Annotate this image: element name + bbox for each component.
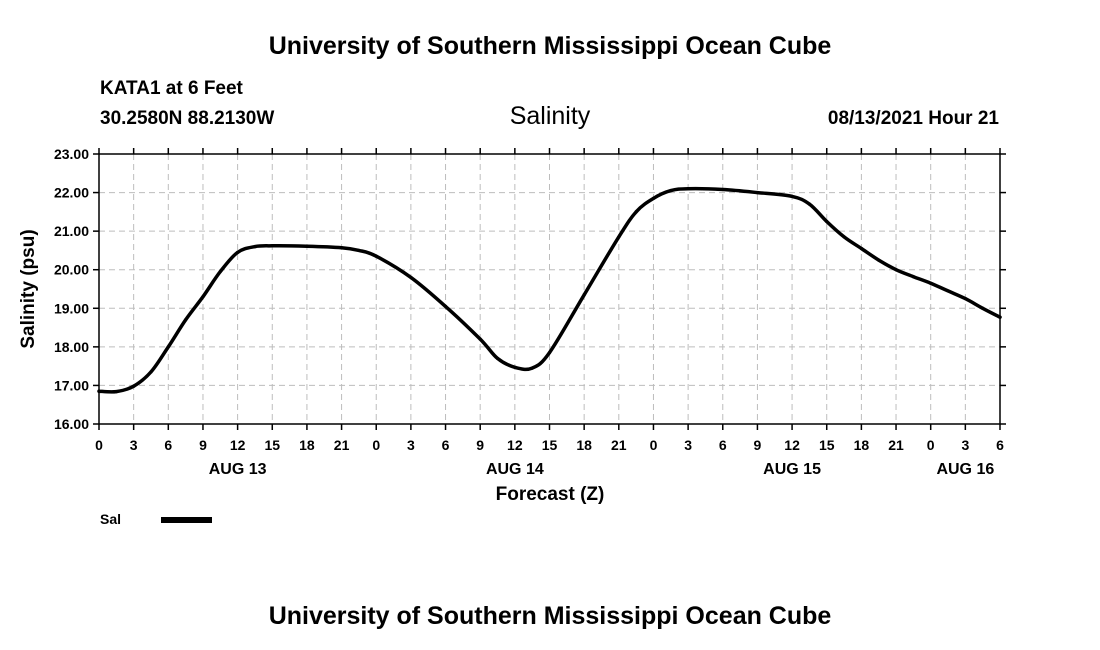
chart-title: Salinity — [510, 102, 591, 130]
salinity-data-point — [270, 244, 274, 248]
station-coordinates: 30.2580N 88.2130W — [100, 108, 274, 129]
salinity-data-point — [149, 370, 153, 374]
x-tick-label: 0 — [372, 437, 380, 453]
salinity-data-point — [825, 219, 829, 224]
station-name: KATA1 at 6 Feet — [100, 78, 244, 99]
salinity-data-point — [374, 254, 378, 258]
salinity-data-point — [617, 235, 621, 239]
x-tick-label: 21 — [611, 437, 627, 453]
x-tick-label: 9 — [199, 437, 207, 453]
x-tick-label: 12 — [230, 437, 246, 453]
y-tick-label: 16.00 — [54, 416, 89, 432]
salinity-data-point — [911, 275, 915, 279]
salinity-data-point — [201, 295, 205, 299]
x-tick-label: 15 — [264, 437, 280, 453]
plot-frame — [98, 153, 1001, 425]
salinity-data-point — [894, 268, 898, 272]
x-axis-ticks: 0 3 6 9 12 15 18 21 0 3 6 9 12 15 18 21 0 3 6 9 12 15 18 21 0 3 6 — [95, 148, 1004, 453]
salinity-data-point — [218, 270, 222, 274]
salinity-data-point — [357, 248, 361, 253]
salinity-data-point — [686, 187, 690, 191]
x-tick-label: 0 — [650, 437, 658, 453]
x-tick-label: 0 — [95, 437, 103, 453]
x-tick-label: 15 — [819, 437, 835, 453]
date-label: AUG 16 — [936, 461, 994, 478]
x-tick-label: 6 — [996, 437, 1004, 453]
x-tick-label: 12 — [784, 437, 800, 453]
salinity-data-point — [547, 351, 552, 355]
x-axis-label: Forecast (Z) — [496, 484, 605, 505]
salinity-data-point — [495, 356, 500, 361]
salinity-data-point — [236, 250, 240, 254]
x-tick-label: 3 — [684, 437, 692, 453]
salinity-data-point — [114, 390, 118, 394]
footer-title: University of Southern Mississippi Ocean… — [269, 602, 832, 630]
page-title: University of Southern Mississippi Ocean… — [269, 32, 832, 60]
x-tick-label: 6 — [719, 437, 727, 453]
salinity-data-point — [651, 196, 656, 200]
salinity-data-point — [253, 244, 257, 249]
x-tick-label: 9 — [476, 437, 484, 453]
x-tick-label: 3 — [130, 437, 138, 453]
gridlines — [99, 154, 1000, 424]
x-tick-label: 9 — [754, 437, 762, 453]
salinity-data-point — [963, 297, 967, 301]
salinity-data-point — [184, 318, 188, 322]
legend-label: Sal — [100, 511, 121, 527]
x-tick-label: 18 — [854, 437, 870, 453]
x-tick-label: 18 — [299, 437, 315, 453]
salinity-data-point — [132, 384, 136, 388]
y-axis-label: Salinity (psu) — [18, 229, 39, 348]
x-tick-label: 3 — [407, 437, 415, 453]
y-tick-label: 17.00 — [54, 377, 89, 393]
y-tick-label: 23.00 — [54, 146, 89, 162]
salinity-data-point — [634, 210, 638, 214]
salinity-data-point — [998, 315, 1002, 319]
x-tick-label: 6 — [164, 437, 172, 453]
salinity-data-point — [582, 293, 586, 297]
y-tick-label: 21.00 — [54, 223, 89, 239]
salinity-data-point — [305, 244, 309, 248]
salinity-data-point — [790, 194, 794, 199]
salinity-data-point — [721, 187, 725, 192]
date-labels: AUG 13 AUG 14 AUG 15 AUG 16 — [209, 461, 995, 478]
salinity-data-point — [981, 306, 985, 310]
date-label: AUG 15 — [763, 461, 821, 478]
salinity-data-point — [807, 202, 812, 206]
x-tick-label: 12 — [507, 437, 523, 453]
salinity-data-points — [97, 187, 1002, 394]
salinity-data-point — [409, 275, 413, 280]
y-tick-label: 18.00 — [54, 339, 89, 355]
x-tick-label: 18 — [576, 437, 592, 453]
x-tick-label: 21 — [888, 437, 904, 453]
x-tick-label: 15 — [542, 437, 558, 453]
y-axis-ticks: 16.00 17.00 18.00 19.00 20.00 21.00 22.00 23.00 — [54, 146, 1006, 432]
x-tick-label: 3 — [961, 437, 969, 453]
salinity-data-point — [166, 345, 170, 349]
salinity-data-point — [669, 189, 673, 193]
y-tick-label: 20.00 — [54, 262, 89, 278]
salinity-data-point — [530, 366, 534, 370]
salinity-data-point — [513, 365, 517, 369]
salinity-data-point — [478, 337, 482, 341]
salinity-data-point — [946, 289, 950, 293]
y-tick-label: 19.00 — [54, 300, 89, 316]
issue-time: 08/13/2021 Hour 21 — [828, 108, 1000, 129]
salinity-data-point — [877, 258, 881, 262]
salinity-data-point — [859, 246, 863, 251]
salinity-data-point — [842, 235, 846, 239]
salinity-data-point — [755, 190, 760, 195]
y-tick-label: 22.00 — [54, 185, 89, 201]
date-label: AUG 14 — [486, 461, 544, 478]
x-tick-label: 21 — [334, 437, 350, 453]
date-label: AUG 13 — [209, 461, 267, 478]
salinity-data-point — [929, 281, 933, 285]
x-tick-label: 6 — [442, 437, 450, 453]
salinity-data-point — [97, 389, 101, 393]
salinity-data-point — [443, 304, 448, 308]
salinity-data-point — [339, 246, 344, 250]
x-tick-label: 0 — [927, 437, 935, 453]
